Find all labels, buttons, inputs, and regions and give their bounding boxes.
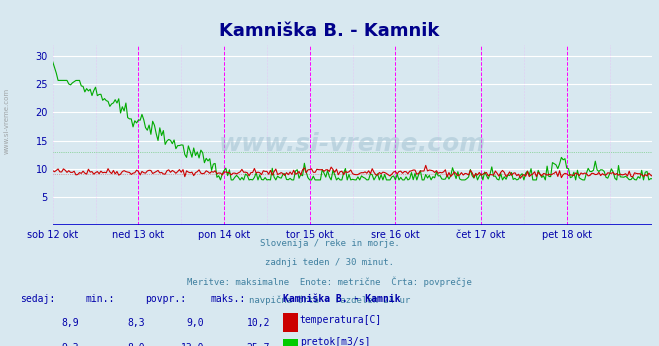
Text: zadnji teden / 30 minut.: zadnji teden / 30 minut. — [265, 258, 394, 267]
Text: Slovenija / reke in morje.: Slovenija / reke in morje. — [260, 239, 399, 248]
Text: Kamniška B. - Kamnik: Kamniška B. - Kamnik — [219, 22, 440, 40]
Text: 10,2: 10,2 — [246, 318, 270, 328]
Text: 13,0: 13,0 — [181, 343, 204, 346]
Text: 8,3: 8,3 — [127, 318, 145, 328]
Text: min.:: min.: — [86, 294, 115, 304]
Text: povpr.:: povpr.: — [145, 294, 186, 304]
Text: maks.:: maks.: — [211, 294, 246, 304]
Text: 8,0: 8,0 — [127, 343, 145, 346]
Text: 8,9: 8,9 — [61, 318, 79, 328]
Text: sedaj:: sedaj: — [20, 294, 55, 304]
Text: navpična črta - razdelek 24 ur: navpična črta - razdelek 24 ur — [249, 296, 410, 305]
Text: temperatura[C]: temperatura[C] — [300, 315, 382, 325]
Text: Meritve: maksimalne  Enote: metrične  Črta: povprečje: Meritve: maksimalne Enote: metrične Črta… — [187, 277, 472, 287]
Text: www.si-vreme.com: www.si-vreme.com — [3, 88, 9, 154]
Text: Kamniška B. - Kamnik: Kamniška B. - Kamnik — [283, 294, 401, 304]
Text: www.si-vreme.com: www.si-vreme.com — [219, 132, 486, 156]
Text: 9,3: 9,3 — [61, 343, 79, 346]
Text: pretok[m3/s]: pretok[m3/s] — [300, 337, 370, 346]
Text: 9,0: 9,0 — [186, 318, 204, 328]
Text: 25,7: 25,7 — [246, 343, 270, 346]
